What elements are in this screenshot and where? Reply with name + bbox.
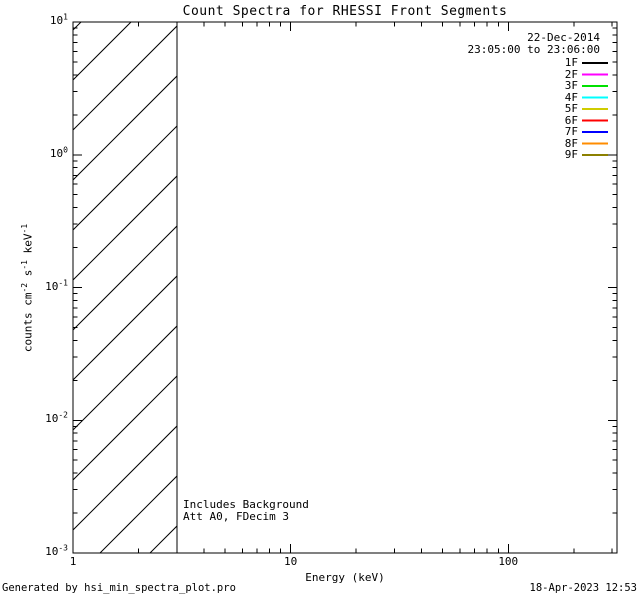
legend-entry-label-6F: 6F bbox=[564, 113, 578, 127]
axis-box bbox=[72, 21, 618, 554]
legend-swatches bbox=[582, 62, 608, 156]
y-tick-label-10e-3: 10-3 bbox=[45, 543, 68, 558]
legend-date: 22-Dec-2014 bbox=[527, 31, 600, 44]
x-axis-ticks bbox=[72, 22, 613, 553]
footer-generator: Generated by hsi_min_spectra_plot.pro bbox=[2, 582, 236, 594]
legend-entry-label-1F: 1F bbox=[564, 56, 578, 69]
y-tick-label-10e1: 101 bbox=[49, 12, 68, 27]
x-tick-label-1: 1 bbox=[69, 555, 77, 568]
legend-entry-label-9F: 9F bbox=[564, 148, 578, 161]
hatch-region bbox=[73, 22, 177, 553]
legend-entry-label-4F: 4F bbox=[564, 90, 578, 104]
legend-entry-label-5F: 5F bbox=[564, 102, 578, 115]
y-tick-label-10e-1: 10-1 bbox=[45, 277, 68, 293]
annotation-background: Includes Background bbox=[183, 498, 309, 511]
x-tick-label-100: 100 bbox=[498, 555, 519, 568]
chart-title: Count Spectra for RHESSI Front Segments bbox=[182, 4, 508, 19]
y-tick-label-10e0: 100 bbox=[49, 145, 68, 160]
x-axis-title: Energy (keV) bbox=[305, 571, 385, 584]
x-tick-label-10: 10 bbox=[284, 555, 298, 568]
annotation-attenuator: Att A0, FDecim 3 bbox=[183, 510, 289, 523]
footer-timestamp: 18-Apr-2023 12:53 bbox=[529, 582, 637, 594]
legend-time-range: 23:05:00 to 23:06:00 bbox=[467, 43, 600, 56]
legend-entry-label-7F: 7F bbox=[564, 125, 578, 138]
legend-entry-label-2F: 2F bbox=[564, 67, 578, 81]
y-axis-ticks bbox=[73, 21, 617, 554]
y-tick-label-10e-2: 10-2 bbox=[45, 410, 68, 426]
legend-entry-label-8F: 8F bbox=[564, 136, 578, 150]
legend-entry-label-3F: 3F bbox=[564, 79, 578, 92]
